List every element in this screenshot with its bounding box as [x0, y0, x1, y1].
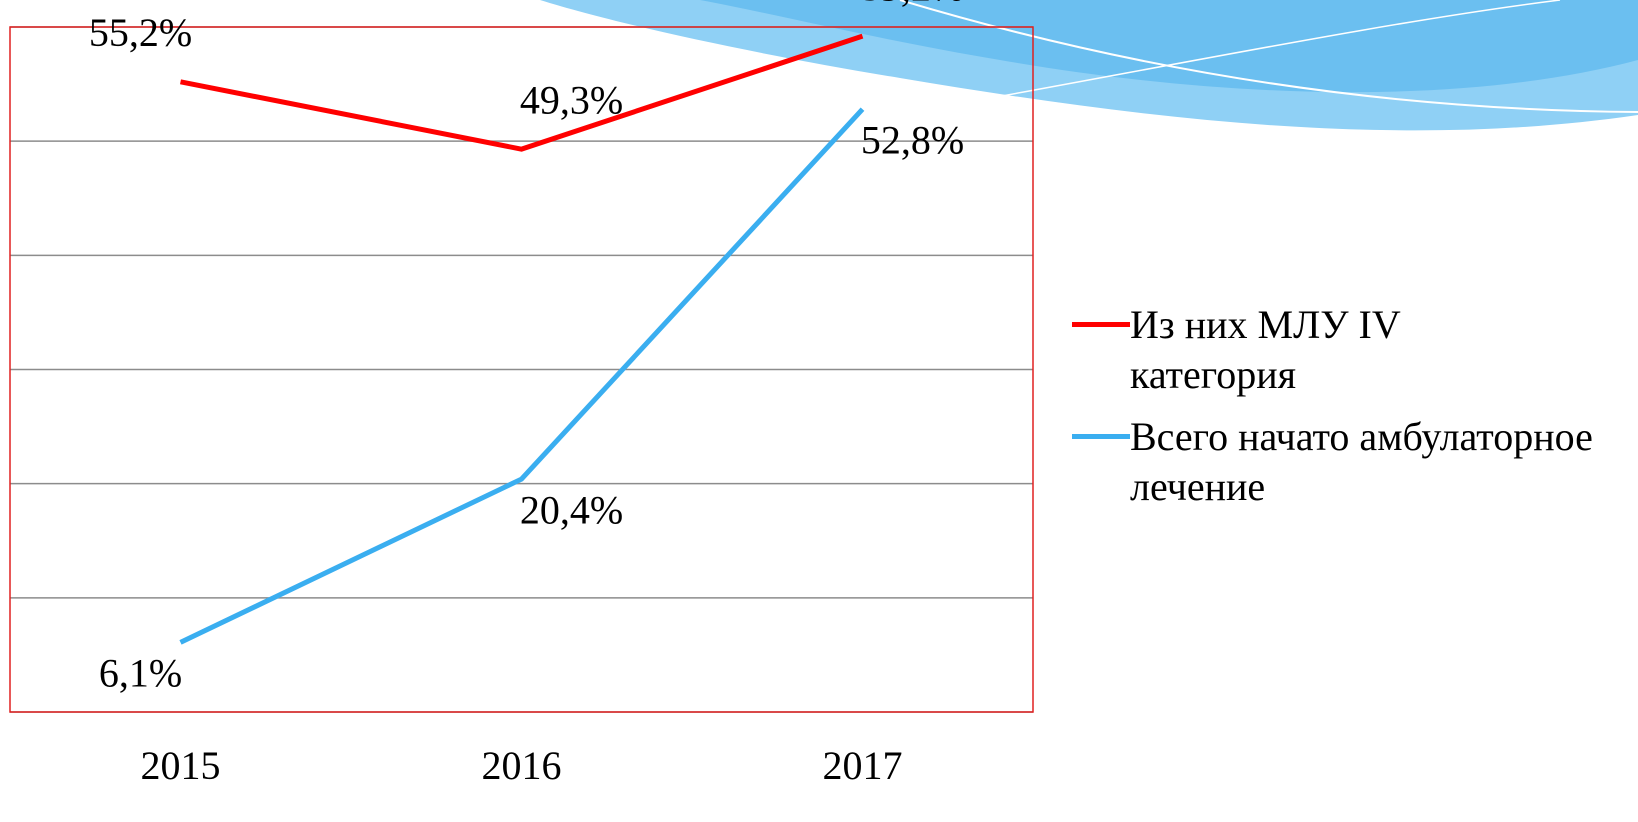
- legend-swatch: [1072, 434, 1130, 439]
- legend-label: Всего начато амбулаторное лечение: [1130, 414, 1593, 509]
- series-line: [179, 107, 865, 645]
- legend-label: Из них МЛУ IV категория: [1130, 302, 1400, 397]
- data-label: 6,1%: [99, 651, 182, 696]
- plot-border: [9, 26, 1034, 713]
- x-tick-label: 2017: [823, 743, 903, 788]
- data-label: 20,4%: [520, 487, 623, 532]
- legend-item: Всего начато амбулаторное лечение: [1072, 412, 1632, 512]
- legend: Из них МЛУ IV категория Всего начато амбу…: [1072, 300, 1632, 524]
- decoration: [540, 0, 1638, 131]
- data-label: 49,3%: [520, 77, 623, 122]
- series-line: [180, 33, 864, 152]
- legend-item: Из них МЛУ IV категория: [1072, 300, 1632, 400]
- legend-swatch: [1072, 322, 1130, 327]
- x-tick-label: 2015: [141, 743, 221, 788]
- data-label: 59,2%: [861, 0, 964, 9]
- data-label: 55,2%: [89, 10, 192, 55]
- data-label: 52,8%: [861, 117, 964, 162]
- x-tick-label: 2016: [482, 743, 562, 788]
